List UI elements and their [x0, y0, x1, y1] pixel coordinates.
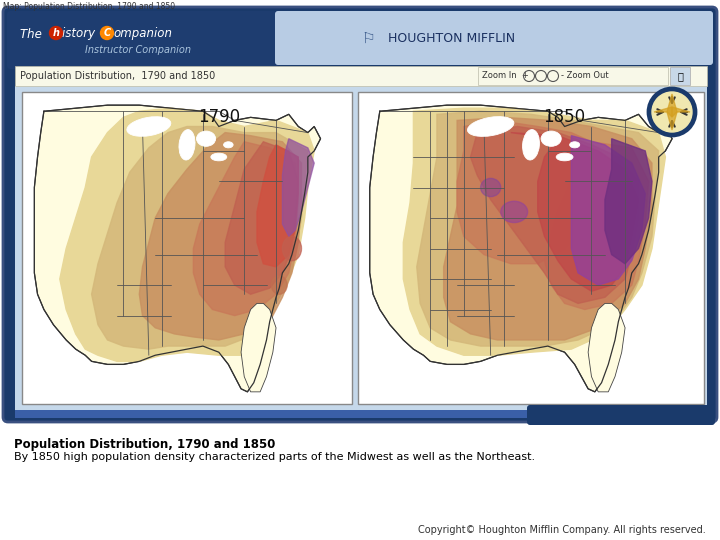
Polygon shape	[457, 120, 605, 264]
Text: ⚐: ⚐	[361, 30, 375, 45]
Text: Population Distribution, 1790 and 1850: Population Distribution, 1790 and 1850	[14, 438, 275, 451]
Polygon shape	[60, 108, 314, 361]
Text: Zoom In  +: Zoom In +	[482, 71, 528, 80]
Polygon shape	[471, 126, 639, 303]
Polygon shape	[417, 111, 659, 346]
Bar	[478, 67, 668, 85]
Ellipse shape	[523, 130, 539, 160]
FancyBboxPatch shape	[527, 405, 715, 425]
Text: 1850: 1850	[544, 109, 585, 126]
Circle shape	[648, 88, 696, 136]
Polygon shape	[194, 141, 298, 315]
Polygon shape	[403, 108, 665, 355]
Polygon shape	[572, 136, 645, 285]
Polygon shape	[605, 139, 652, 264]
Ellipse shape	[197, 131, 215, 146]
Polygon shape	[667, 94, 677, 130]
Polygon shape	[654, 107, 672, 117]
Text: Instructor Companion: Instructor Companion	[85, 45, 191, 55]
Text: HOUGHTON MIFFLIN: HOUGHTON MIFFLIN	[388, 31, 515, 44]
Text: 🖨: 🖨	[677, 71, 683, 81]
Polygon shape	[588, 303, 625, 392]
Ellipse shape	[271, 276, 287, 294]
Polygon shape	[35, 105, 320, 392]
Text: Population Distribution,  1790 and 1850: Population Distribution, 1790 and 1850	[20, 71, 215, 81]
Polygon shape	[91, 126, 308, 349]
Polygon shape	[444, 117, 652, 340]
Ellipse shape	[501, 201, 528, 222]
Polygon shape	[282, 139, 314, 237]
Circle shape	[652, 92, 692, 132]
Polygon shape	[241, 303, 276, 392]
Circle shape	[50, 26, 63, 39]
Text: h: h	[53, 29, 60, 38]
Ellipse shape	[557, 153, 573, 161]
Text: C: C	[104, 29, 111, 38]
Text: - Zoom Out: - Zoom Out	[561, 71, 608, 80]
Ellipse shape	[282, 237, 302, 261]
Ellipse shape	[570, 141, 580, 148]
Text: The: The	[20, 28, 45, 40]
Text: Map: Population Distribution, 1790 and 1850: Map: Population Distribution, 1790 and 1…	[3, 2, 175, 11]
Ellipse shape	[179, 130, 195, 160]
Ellipse shape	[467, 117, 514, 137]
Ellipse shape	[211, 153, 227, 161]
Bar	[22, 92, 352, 404]
Polygon shape	[225, 141, 298, 294]
Bar	[15, 66, 707, 86]
FancyBboxPatch shape	[275, 11, 713, 65]
Bar	[15, 410, 707, 418]
Text: Copyright© Houghton Mifflin Company. All rights reserved.: Copyright© Houghton Mifflin Company. All…	[418, 525, 706, 535]
Text: By 1850 high population density characterized parts of the Midwest as well as th: By 1850 high population density characte…	[14, 452, 535, 462]
Bar	[358, 92, 704, 404]
Ellipse shape	[481, 178, 501, 197]
Circle shape	[101, 26, 114, 39]
FancyBboxPatch shape	[7, 11, 278, 69]
Polygon shape	[672, 107, 690, 117]
Ellipse shape	[127, 117, 171, 136]
Ellipse shape	[541, 131, 562, 146]
Polygon shape	[511, 133, 639, 291]
Polygon shape	[544, 141, 649, 309]
Text: ompanion: ompanion	[113, 28, 172, 40]
Bar	[15, 86, 707, 411]
Polygon shape	[139, 133, 302, 340]
Polygon shape	[370, 105, 672, 392]
Text: 1790: 1790	[198, 109, 240, 126]
Polygon shape	[257, 145, 298, 267]
Bar	[670, 67, 690, 85]
Text: istory: istory	[62, 28, 99, 40]
Ellipse shape	[224, 141, 233, 148]
FancyBboxPatch shape	[3, 7, 717, 422]
